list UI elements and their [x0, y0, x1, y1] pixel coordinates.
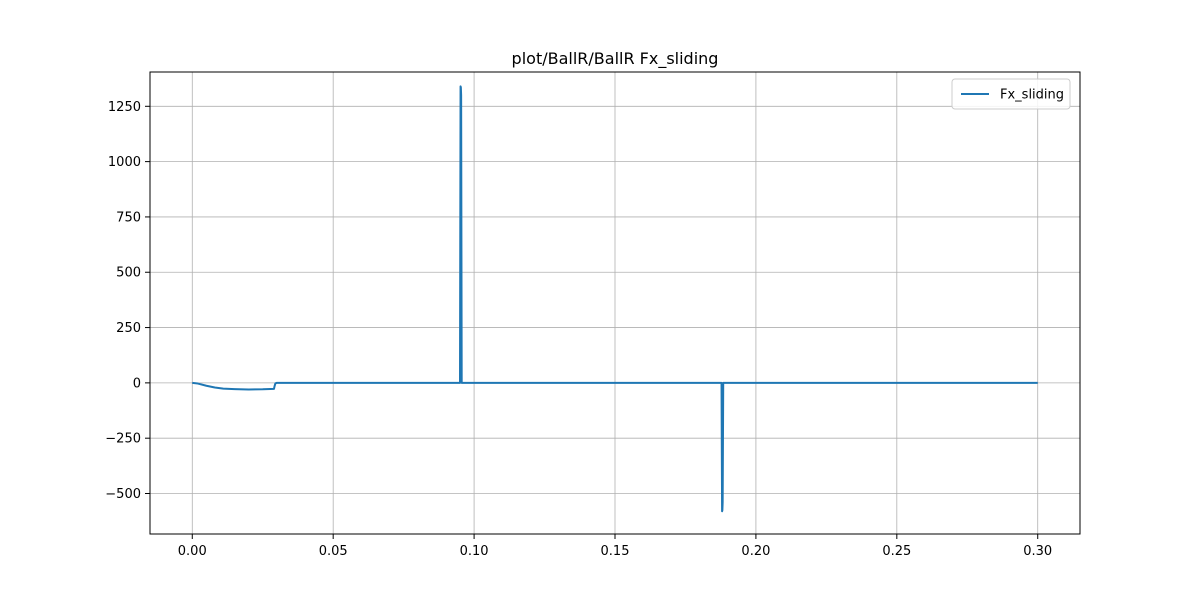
y-tick-label: 0 — [133, 376, 141, 391]
y-tick-label: −500 — [105, 487, 141, 502]
x-tick-label: 0.05 — [319, 544, 348, 559]
x-axis: 0.00 0.05 0.10 0.15 0.20 0.25 0.30 — [178, 534, 1052, 559]
plot-lines — [192, 85, 1038, 513]
series-line-Fx_sliding — [192, 85, 1038, 513]
x-tick-label: 0.10 — [460, 544, 489, 559]
x-tick-label: 0.00 — [178, 544, 207, 559]
x-tick-label: 0.15 — [601, 544, 630, 559]
y-axis: −500 −250 0 250 500 750 1000 1250 — [105, 100, 150, 502]
legend: Fx_sliding — [951, 78, 1071, 110]
y-tick-label: 750 — [116, 210, 141, 225]
legend-label: Fx_sliding — [1000, 88, 1064, 103]
y-tick-label: 250 — [116, 321, 141, 336]
grid — [150, 72, 1080, 534]
y-tick-label: 1000 — [108, 155, 141, 170]
chart-title: plot/BallR/BallR Fx_sliding — [512, 49, 719, 69]
x-tick-label: 0.30 — [1023, 544, 1052, 559]
y-tick-label: −250 — [105, 432, 141, 447]
x-tick-label: 0.20 — [741, 544, 770, 559]
y-tick-label: 500 — [116, 266, 141, 281]
x-tick-label: 0.25 — [882, 544, 911, 559]
legend-box — [951, 78, 1071, 110]
y-tick-label: 1250 — [108, 100, 141, 115]
